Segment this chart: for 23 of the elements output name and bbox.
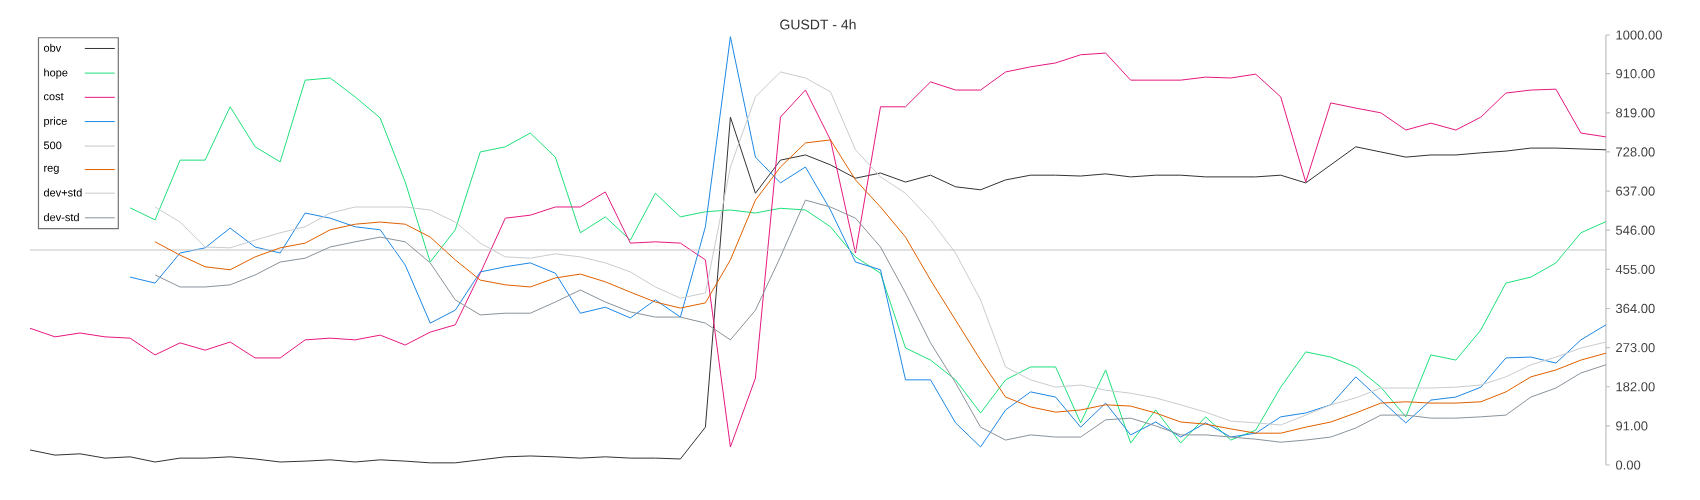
y-tick-label: 0.00 (1615, 460, 1641, 470)
legend-label: reg (44, 165, 59, 175)
y-tick-label: 728.00 (1616, 147, 1655, 157)
y-tick-label: 273.00 (1616, 343, 1655, 353)
chart-title: GUSDT - 4h (780, 19, 856, 30)
legend-label: hope (44, 68, 68, 79)
y-tick-label: 910.00 (1616, 69, 1655, 79)
y-tick-label: 546.00 (1615, 225, 1655, 235)
legend-label: price (44, 116, 67, 128)
y-tick-label: 364.00 (1615, 303, 1655, 314)
y-tick-label: 819.00 (1616, 108, 1655, 118)
legend-label: obv (43, 43, 62, 52)
y-tick-label: 455.00 (1615, 264, 1655, 274)
y-tick-label: 1000.00 (1616, 30, 1662, 40)
y-tick-label: 637.00 (1616, 186, 1655, 196)
legend-label: dev+std (43, 188, 82, 197)
legend-label: dev-std (43, 213, 79, 222)
line-series (154, 199, 1606, 443)
legend-label: 500 (43, 141, 62, 150)
legend-label: cost (43, 93, 64, 101)
y-tick-label: 91.00 (1616, 421, 1648, 431)
y-tick-label: 182.00 (1616, 382, 1655, 392)
line-series (154, 139, 1606, 434)
